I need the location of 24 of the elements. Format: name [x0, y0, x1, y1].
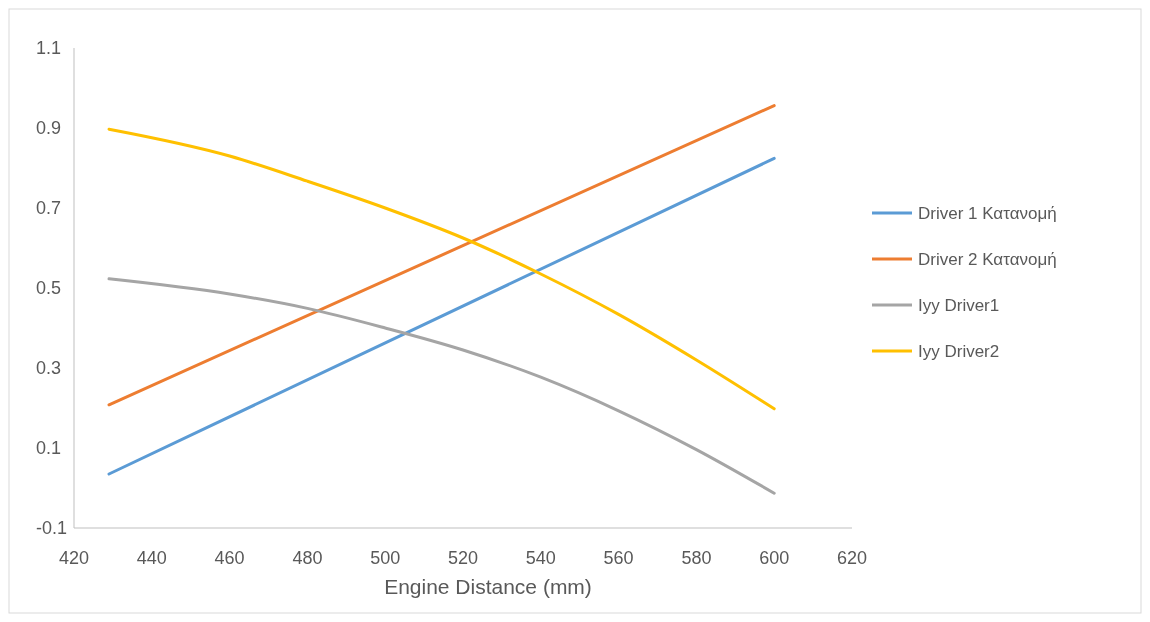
x-axis-title: Engine Distance (mm) [384, 575, 592, 598]
x-tick-label: 520 [447, 548, 479, 568]
y-tick-label: 0.1 [36, 438, 62, 459]
legend-label: Driver 2 Κατανομή [918, 249, 1057, 269]
x-tick-label: 600 [759, 548, 790, 568]
x-tick-label: 460 [214, 548, 245, 568]
x-tick-label: 580 [681, 548, 712, 568]
y-tick-label: 0.5 [36, 278, 62, 299]
y-tick-label: 0.3 [36, 358, 62, 379]
legend-label: Driver 1 Κατανομή [918, 203, 1057, 223]
y-tick-label: -0.1 [36, 518, 68, 539]
line-series [107, 277, 776, 495]
legend-label: Iyy Driver2 [918, 341, 1000, 361]
x-tick-label: 560 [603, 548, 634, 568]
y-tick-label: 1.1 [36, 38, 62, 59]
x-tick-label: 480 [292, 548, 323, 568]
y-tick-label: 0.9 [36, 118, 62, 139]
x-tick-label: 620 [836, 548, 868, 568]
x-tick-label: 540 [525, 548, 556, 568]
legend-label: Iyy Driver1 [918, 295, 1000, 315]
y-tick-label: 0.7 [36, 198, 62, 219]
x-tick-label: 420 [58, 548, 90, 568]
x-tick-label: 440 [136, 548, 167, 568]
x-tick-label: 500 [370, 548, 401, 568]
